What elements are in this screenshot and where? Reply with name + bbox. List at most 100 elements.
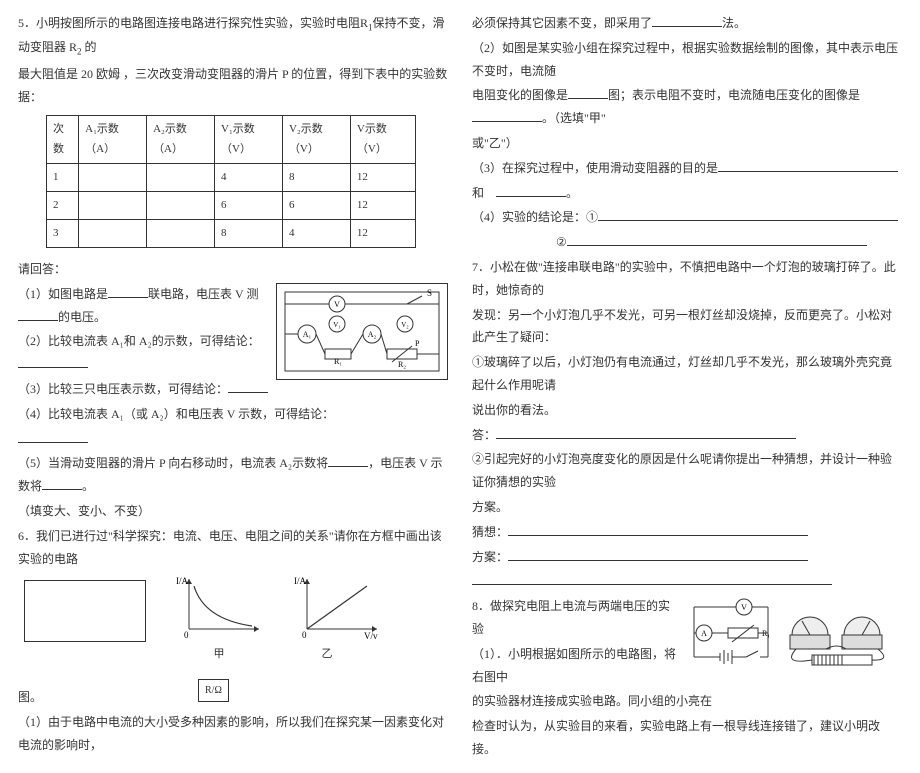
q5-intro2: 最大阻值是 20 欧姆 ，三次改变滑动变阻器的滑片 P 的位置，得到下表中的实验…: [18, 63, 448, 109]
q8-figures: V A R₁: [686, 595, 902, 670]
q8-t3: 的实验器材连接成实验电路。同小组的小亮在: [472, 690, 902, 713]
blank: [42, 477, 82, 490]
t: （3）在探究过程中，使用滑动变阻器的目的是: [472, 161, 718, 175]
t: 。: [566, 186, 578, 200]
table-row: 2 6 6 12: [47, 192, 416, 220]
td: 12: [350, 192, 415, 220]
caption-jia: 甲: [174, 644, 264, 665]
graph-jia: I/A 0 甲 R/Ω: [174, 574, 264, 702]
svg-text:R₂: R₂: [398, 360, 406, 369]
blank: [108, 285, 148, 298]
th: A₂示数（A）: [147, 115, 215, 164]
svg-text:V₂: V₂: [401, 321, 409, 329]
blank: [568, 86, 608, 99]
t: （2）比较电流表 A₁和 A₂的示数，可得结论：: [18, 334, 260, 348]
t: 的电压。: [58, 310, 106, 324]
q7-blank: [472, 570, 902, 593]
q8-t4: 检查时认为，从实验目的来看，实验电路上有一根导线连接错了，建议小明改接。: [472, 715, 902, 761]
th: 次数: [47, 115, 79, 164]
q5-table: 次数 A₁示数（A） A₂示数（A） V₁示数（V） V₂示数（V） V示数（V…: [46, 115, 416, 248]
q6-graphs: I/A 0 甲 R/Ω I/A 0 V/v 乙: [24, 574, 448, 702]
origin: 0: [184, 630, 189, 640]
t: （4）比较电流表 A₁（或 A₂）和电压表 V 示数，可得结论：: [18, 407, 334, 421]
t: （3）比较三只电压表示数，可得结论：: [18, 382, 228, 396]
q7-t2: 发现：另一个小灯泡几乎不发光，可另一根灯丝却没烧掉，反而更亮了。小松对此产生了疑…: [472, 304, 902, 350]
td: 2: [47, 192, 79, 220]
t: （5）当滑动变阻器的滑片 P 向右移动时，电流表 A₂示数将: [18, 456, 328, 470]
q7-t5: ②引起完好的小灯泡亮度变化的原因是什么呢请你提出一种猜想，并设计一种验证你猜想的…: [472, 448, 902, 494]
blank: [567, 233, 867, 246]
blank: [508, 523, 808, 536]
svg-text:S: S: [427, 288, 432, 298]
td: 3: [47, 220, 79, 248]
td: 6: [215, 192, 283, 220]
t: 。（选填"甲": [542, 111, 606, 125]
t: ②: [556, 235, 567, 249]
q5-p0: 请回答：: [18, 258, 448, 281]
r4b: ②: [472, 231, 902, 254]
td: [147, 192, 215, 220]
q6-p1: （1）由于电路中电流的大小受多种因素的影响，所以我们在探究某一因素变化对电流的影…: [18, 711, 448, 757]
q7-ans: 答：: [472, 424, 902, 447]
th: V示数（V）: [350, 115, 415, 164]
td: 12: [350, 164, 415, 192]
r1: 必须保持其它因素不变，即采用了法。: [472, 12, 902, 35]
ylabel: I/A: [176, 576, 188, 586]
t: （1）如图电路是: [18, 287, 108, 301]
q5-p4-blank: [18, 428, 448, 451]
blank: [18, 355, 88, 368]
t: 答：: [472, 428, 496, 442]
td: 8: [215, 220, 283, 248]
origin2: 0: [302, 630, 307, 640]
svg-text:R₁: R₁: [334, 357, 342, 366]
th: V₂示数（V）: [282, 115, 350, 164]
td: [79, 164, 147, 192]
r2b: 电阻变化的图像是图；表示电阻不变时，电流随电压变化的图像是。（选填"甲": [472, 84, 902, 130]
table-row: 1 4 8 12: [47, 164, 416, 192]
th: V₁示数（V）: [215, 115, 283, 164]
table-row: 3 8 4 12: [47, 220, 416, 248]
th: A₁示数（A）: [79, 115, 147, 164]
table-row: 次数 A₁示数（A） A₂示数（A） V₁示数（V） V₂示数（V） V示数（V…: [47, 115, 416, 164]
svg-text:A: A: [701, 629, 707, 638]
svg-text:V: V: [334, 300, 340, 309]
blank: [508, 548, 808, 561]
blank: [18, 308, 58, 321]
q6-blank-box: [24, 574, 146, 642]
t: 图；表示电阻不变时，电流随电压变化的图像是: [608, 88, 860, 102]
blank: [472, 109, 542, 122]
blank: [496, 184, 566, 197]
r2e: 或"乙"）: [472, 132, 902, 155]
svg-text:A₂: A₂: [368, 330, 377, 339]
t: 联电路，电压表 V 测: [148, 287, 258, 301]
q5-p3: （3）比较三只电压表示数，可得结论：: [18, 378, 448, 401]
td: [147, 164, 215, 192]
td: 12: [350, 220, 415, 248]
q7-g2: 方案：: [472, 546, 902, 569]
xlabel-yi: V/v: [364, 631, 378, 641]
q5-p5d: （填变大、变小、不变）: [18, 500, 448, 523]
t: 和: [472, 186, 484, 200]
t: 。: [82, 479, 94, 493]
q5-intro: 5．小明按图所示的电路图连接电路进行探究性实验，实验时电阻R1保持不变，滑动变阻…: [18, 12, 448, 61]
left-column: 5．小明按图所示的电路图连接电路进行探究性实验，实验时电阻R1保持不变，滑动变阻…: [18, 10, 448, 763]
q5-p5: （5）当滑动变阻器的滑片 P 向右移动时，电流表 A₂示数将，电压表 V 示数将…: [18, 452, 448, 498]
q7-t6: 方案。: [472, 496, 902, 519]
circuit-svg: V S A₁ A₂ V₁ V₂ R₁ R₂ P: [277, 284, 447, 379]
t: 猜想：: [472, 525, 508, 539]
q5-p4: （4）比较电流表 A₁（或 A₂）和电压表 V 示数，可得结论：: [18, 403, 448, 426]
blank: [598, 208, 898, 221]
q6-t1: 6．我们已进行过"科学探究：电流、电压、电阻之间的关系"请你在方框中画出该实验的…: [18, 525, 448, 571]
t: 法。: [722, 16, 746, 30]
r2: （2）如图是某实验小组在探究过程中，根据实验数据绘制的图像，其中表示电压不变时，…: [472, 37, 902, 83]
q5-intro-text-a: 5．小明按图所示的电路图连接电路进行探究性实验，实验时电阻R: [18, 16, 368, 30]
q8-apparatus: [782, 595, 902, 670]
q7-t4: 说出你的看法。: [472, 399, 902, 422]
svg-text:V: V: [741, 603, 747, 612]
q5-intro-text-c: 的: [82, 40, 97, 54]
svg-text:A₁: A₁: [303, 330, 312, 339]
td: 8: [282, 164, 350, 192]
blank: [652, 14, 722, 27]
td: 4: [282, 220, 350, 248]
graph-yi-svg: I/A 0 V/v: [292, 574, 382, 644]
